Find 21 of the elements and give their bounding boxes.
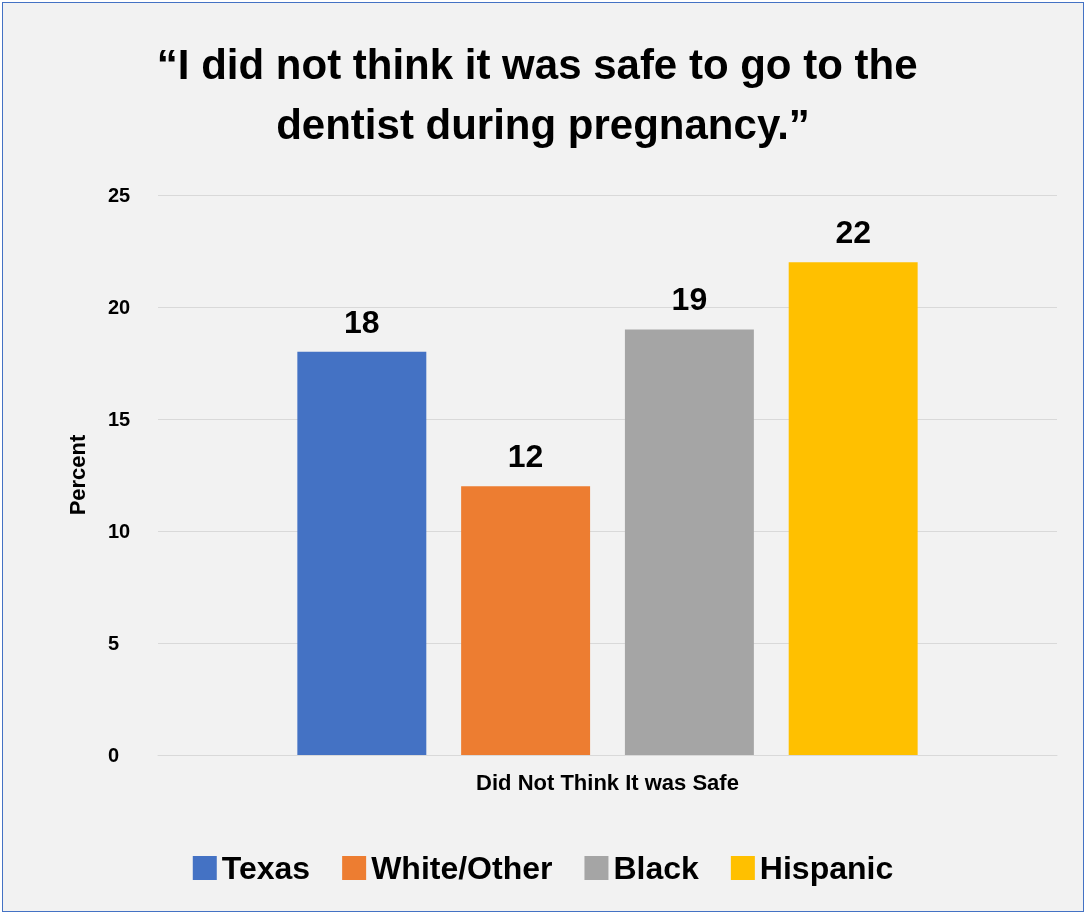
bar xyxy=(297,351,427,755)
bar xyxy=(624,329,754,755)
y-tick-label: 15 xyxy=(108,408,131,430)
x-tick-label: Did Not Think It was Safe xyxy=(476,769,739,795)
y-tick-label: 5 xyxy=(108,632,120,654)
data-label: 22 xyxy=(835,214,871,251)
y-tick-label: 20 xyxy=(108,296,131,318)
bar xyxy=(788,262,918,755)
legend-label: Black xyxy=(613,850,700,886)
y-tick-label: 10 xyxy=(108,520,131,542)
data-label: 12 xyxy=(507,438,544,475)
bar xyxy=(461,486,591,755)
data-label: 19 xyxy=(671,281,708,318)
y-tick-label: 25 xyxy=(108,184,131,206)
data-label: 18 xyxy=(344,303,380,340)
legend-label: White/Other xyxy=(371,850,553,886)
legend-label: Hispanic xyxy=(759,850,894,886)
chart-title: “I did not think it was safe to go to the dentist during pregnancy.” xyxy=(156,40,930,148)
y-tick-label: 0 xyxy=(108,744,120,766)
legend-label: Texas xyxy=(221,850,311,886)
y-axis-title: Percent xyxy=(64,433,90,516)
